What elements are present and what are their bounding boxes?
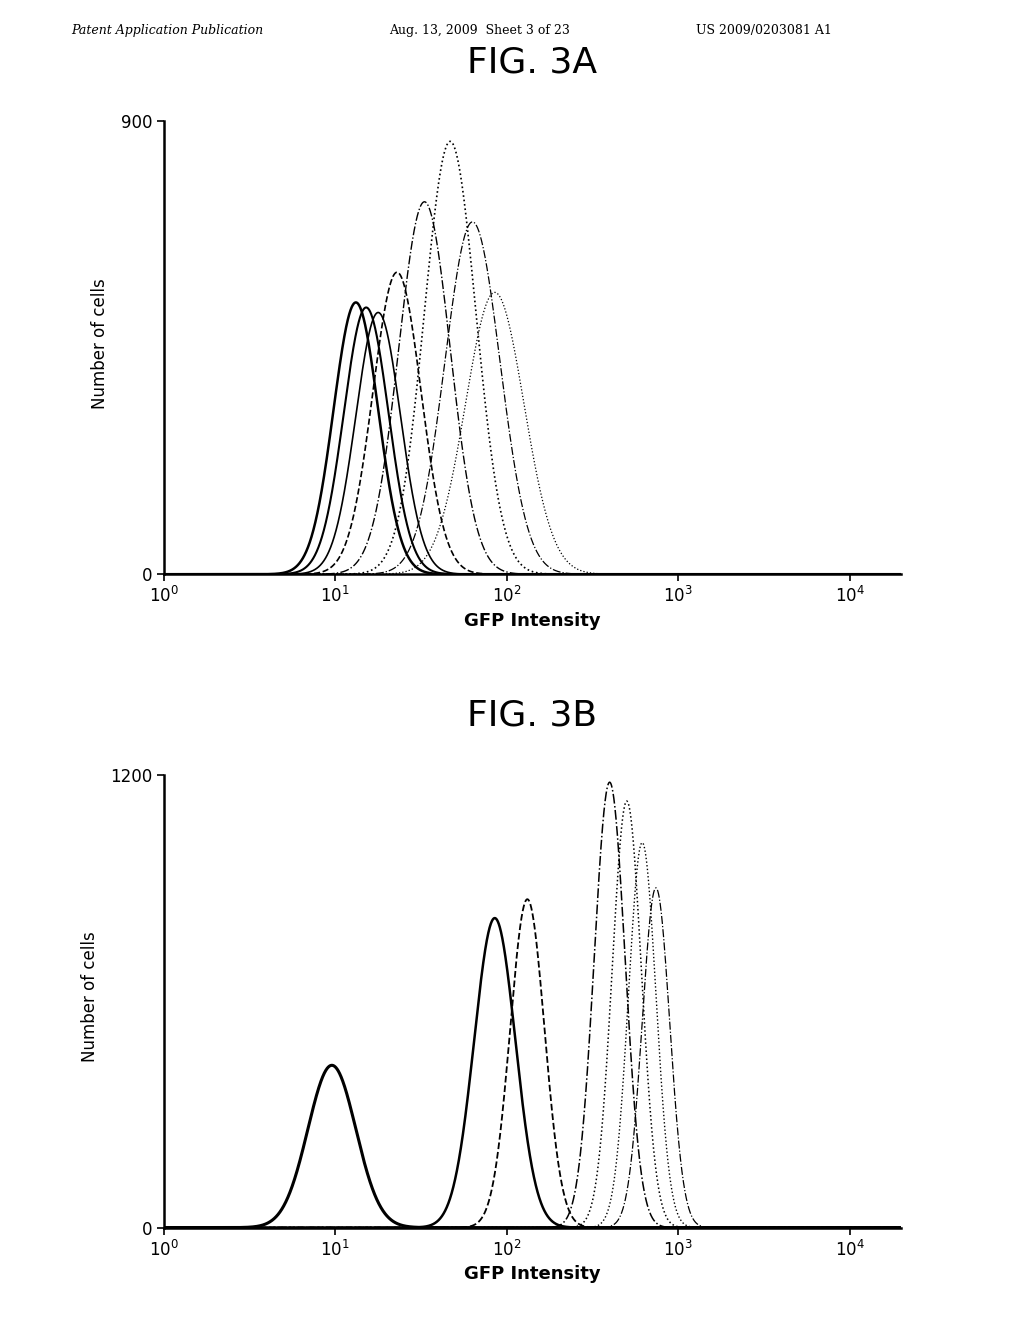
Text: FIG. 3B: FIG. 3B — [468, 698, 597, 733]
Text: Aug. 13, 2009  Sheet 3 of 23: Aug. 13, 2009 Sheet 3 of 23 — [389, 24, 570, 37]
Text: Patent Application Publication: Patent Application Publication — [72, 24, 264, 37]
Text: FIG. 3A: FIG. 3A — [467, 45, 598, 79]
X-axis label: GFP Intensity: GFP Intensity — [464, 611, 601, 630]
Y-axis label: Number of cells: Number of cells — [81, 931, 98, 1063]
Text: US 2009/0203081 A1: US 2009/0203081 A1 — [696, 24, 833, 37]
X-axis label: GFP Intensity: GFP Intensity — [464, 1265, 601, 1283]
Y-axis label: Number of cells: Number of cells — [91, 277, 110, 409]
